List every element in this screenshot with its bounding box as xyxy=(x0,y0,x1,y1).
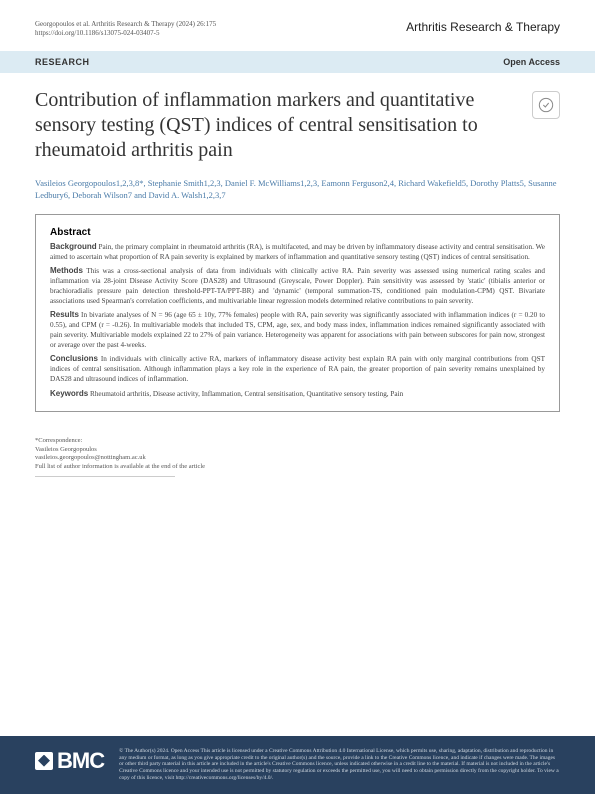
bmc-logo-text: BMC xyxy=(57,748,104,774)
abstract-box: Abstract Background Pain, the primary co… xyxy=(35,214,560,412)
methods-text: This was a cross-sectional analysis of d… xyxy=(50,267,545,304)
doi-link[interactable]: https://doi.org/10.1186/s13075-024-03407… xyxy=(35,29,216,38)
citation-line: Georgopoulos et al. Arthritis Research &… xyxy=(35,20,216,29)
badge-row: RESEARCH Open Access xyxy=(0,51,595,73)
author-list: Vasileios Georgopoulos1,2,3,8*, Stephani… xyxy=(0,173,595,214)
bmc-logo: BMC xyxy=(35,748,104,774)
abstract-background: Background Pain, the primary complaint i… xyxy=(50,242,545,263)
footer: BMC © The Author(s) 2024. Open Access Th… xyxy=(0,736,595,794)
bmc-icon xyxy=(35,752,53,770)
background-label: Background xyxy=(50,242,97,251)
research-badge: RESEARCH xyxy=(35,57,90,67)
conclusions-text: In individuals with clinically active RA… xyxy=(50,355,545,383)
check-updates-icon[interactable] xyxy=(532,91,560,119)
divider xyxy=(35,476,175,477)
correspondence-email[interactable]: vasileios.georgopoulos@nottingham.ac.uk xyxy=(35,454,560,462)
abstract-keywords: Keywords Rheumatoid arthritis, Disease a… xyxy=(50,389,545,400)
conclusions-label: Conclusions xyxy=(50,354,98,363)
methods-label: Methods xyxy=(50,266,83,275)
abstract-heading: Abstract xyxy=(50,227,545,238)
affiliation-note: Full list of author information is avail… xyxy=(35,463,560,471)
license-text: © The Author(s) 2024. Open Access This a… xyxy=(119,748,560,782)
crossmark-icon xyxy=(538,97,554,113)
results-label: Results xyxy=(50,310,79,319)
background-text: Pain, the primary complaint in rheumatoi… xyxy=(50,243,545,261)
article-page: Georgopoulos et al. Arthritis Research &… xyxy=(0,0,595,794)
correspondence-label: *Correspondence: xyxy=(35,437,560,445)
open-access-badge: Open Access xyxy=(503,57,560,67)
title-block: Contribution of inflammation markers and… xyxy=(0,73,595,173)
correspondence-block: *Correspondence: Vasileios Georgopoulos … xyxy=(0,412,595,476)
page-header: Georgopoulos et al. Arthritis Research &… xyxy=(0,0,595,46)
abstract-results: Results In bivariate analyses of N = 96 … xyxy=(50,310,545,350)
correspondence-name: Vasileios Georgopoulos xyxy=(35,446,560,454)
article-title: Contribution of inflammation markers and… xyxy=(35,88,560,163)
results-text: In bivariate analyses of N = 96 (age 65 … xyxy=(50,311,545,348)
abstract-conclusions: Conclusions In individuals with clinical… xyxy=(50,354,545,384)
abstract-methods: Methods This was a cross-sectional analy… xyxy=(50,266,545,306)
keywords-text: Rheumatoid arthritis, Disease activity, … xyxy=(88,390,403,398)
journal-name: Arthritis Research & Therapy xyxy=(406,20,560,34)
citation-block: Georgopoulos et al. Arthritis Research &… xyxy=(35,20,216,38)
keywords-label: Keywords xyxy=(50,389,88,398)
